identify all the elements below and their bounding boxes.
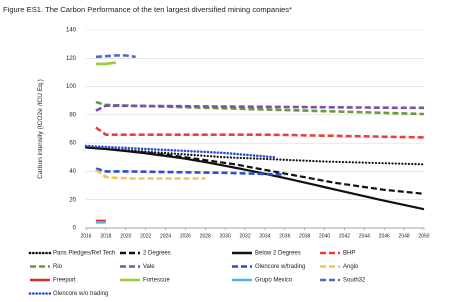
x-tick-label: 2020	[120, 233, 131, 239]
y-tick-label: 140	[66, 28, 77, 34]
x-tick-label: 2036	[279, 233, 290, 239]
legend-label: Rio	[53, 264, 63, 270]
x-tick-label: 2028	[200, 233, 211, 239]
x-tick-label: 2042	[339, 233, 350, 239]
x-tick-label: 2048	[399, 233, 410, 239]
series-line	[84, 144, 277, 159]
y-tick-label: 80	[69, 112, 76, 118]
x-tick-label: 2018	[100, 233, 111, 239]
x-tick-label: 2022	[140, 233, 151, 239]
y-tick-label: 20	[69, 197, 76, 203]
x-tick-label: 2044	[359, 233, 370, 239]
x-tick-label: 2050	[418, 233, 429, 239]
legend-label: South32	[343, 278, 366, 284]
x-tick-label: 2034	[259, 233, 270, 239]
y-tick-label: 40	[69, 169, 76, 175]
legend-label: Vale	[143, 264, 155, 270]
y-tick-label: 0	[73, 226, 77, 232]
x-tick-label: 2024	[160, 233, 171, 239]
chart-title: Figure ES1. The Carbon Performance of th…	[3, 5, 292, 14]
series-line	[95, 168, 206, 180]
x-tick-label: 2026	[180, 233, 191, 239]
series-line	[85, 146, 425, 211]
y-tick-label: 120	[66, 56, 77, 62]
series-line	[95, 167, 285, 176]
y-tick-label: 100	[66, 84, 77, 90]
series-line	[95, 104, 424, 112]
legend-label: Glencore w/o trading	[53, 291, 108, 297]
legend-label: Freeport	[53, 278, 76, 284]
series-line	[95, 126, 425, 139]
y-axis-label: Carbon intensity (tCO2e /tCU Eq.)	[37, 79, 44, 179]
x-tick-label: 2032	[239, 233, 250, 239]
legend-label: Paris Pledges/Ref Tech	[53, 251, 115, 257]
legend-label: 2 Degrees	[143, 251, 171, 257]
x-tick-label: 2016	[80, 233, 91, 239]
y-tick-label: 60	[69, 141, 76, 147]
legend-label: Fortescue	[143, 278, 170, 284]
series-line	[95, 54, 136, 59]
x-tick-label: 2046	[379, 233, 390, 239]
legend-label: Below 2 Degrees	[255, 251, 301, 257]
legend-label: BHP	[343, 251, 355, 257]
legend-label: Anglo	[343, 264, 359, 270]
x-tick-label: 2038	[299, 233, 310, 239]
legend-label: Grupo Mexico	[255, 278, 293, 284]
x-tick-label: 2040	[319, 233, 330, 239]
x-tick-label: 2030	[220, 233, 231, 239]
legend-label: Glencore w/trading	[255, 264, 305, 270]
series-line	[95, 61, 117, 66]
